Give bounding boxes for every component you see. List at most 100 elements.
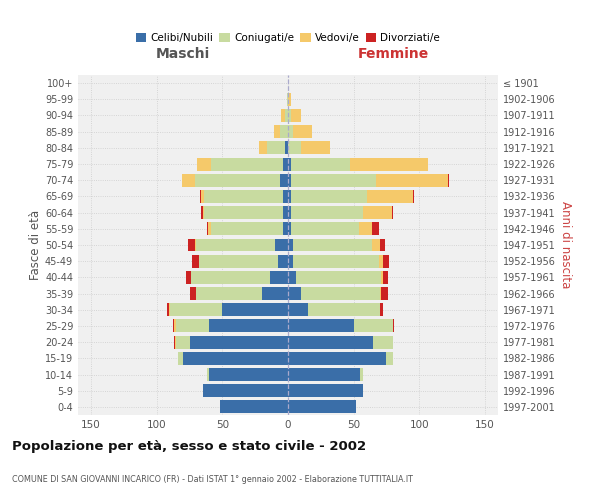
Text: Maschi: Maschi [156, 48, 210, 62]
Bar [267, 142, 286, 154]
Bar [178, 352, 183, 365]
Bar [288, 254, 293, 268]
Bar [359, 222, 372, 235]
Bar [301, 287, 380, 300]
Bar [372, 222, 379, 235]
Bar [274, 125, 280, 138]
Bar [283, 158, 288, 170]
Bar [288, 368, 360, 381]
Bar [290, 174, 376, 186]
Bar [208, 222, 211, 235]
Bar [169, 304, 170, 316]
Bar [350, 158, 428, 170]
Bar [288, 304, 308, 316]
Bar [392, 206, 393, 219]
Bar [393, 320, 394, 332]
Bar [288, 336, 373, 348]
Bar [176, 320, 209, 332]
Bar [287, 93, 288, 106]
Bar [199, 254, 277, 268]
Bar [195, 174, 280, 186]
Bar [288, 174, 290, 186]
Bar [192, 254, 199, 268]
Bar [174, 336, 175, 348]
Bar [191, 271, 269, 284]
Bar [195, 238, 196, 252]
Bar [448, 174, 449, 186]
Bar [363, 206, 392, 219]
Bar [209, 320, 288, 332]
Bar [379, 254, 383, 268]
Bar [262, 287, 288, 300]
Text: Popolazione per età, sesso e stato civile - 2002: Popolazione per età, sesso e stato civil… [12, 440, 366, 453]
Bar [200, 190, 202, 203]
Bar [288, 238, 293, 252]
Bar [293, 238, 372, 252]
Bar [353, 320, 393, 332]
Bar [296, 271, 381, 284]
Bar [220, 400, 288, 413]
Bar [196, 287, 262, 300]
Bar [286, 142, 288, 154]
Bar [206, 222, 208, 235]
Bar [204, 206, 283, 219]
Bar [206, 368, 209, 381]
Y-axis label: Anni di nascita: Anni di nascita [559, 202, 572, 288]
Bar [288, 206, 290, 219]
Bar [182, 174, 195, 186]
Bar [381, 287, 388, 300]
Bar [204, 190, 283, 203]
Bar [173, 320, 174, 332]
Bar [288, 158, 290, 170]
Bar [367, 190, 413, 203]
Bar [288, 93, 290, 106]
Bar [413, 190, 414, 203]
Bar [386, 352, 393, 365]
Bar [380, 304, 383, 316]
Bar [167, 304, 169, 316]
Bar [288, 109, 290, 122]
Bar [280, 174, 288, 186]
Bar [183, 352, 288, 365]
Bar [372, 238, 380, 252]
Bar [174, 320, 176, 332]
Bar [277, 254, 288, 268]
Bar [373, 336, 393, 348]
Bar [286, 109, 288, 122]
Bar [211, 222, 283, 235]
Bar [288, 190, 290, 203]
Bar [301, 142, 330, 154]
Bar [288, 287, 301, 300]
Bar [288, 320, 353, 332]
Bar [223, 304, 288, 316]
Bar [283, 206, 288, 219]
Bar [290, 222, 359, 235]
Bar [211, 158, 283, 170]
Bar [383, 271, 388, 284]
Bar [290, 158, 350, 170]
Bar [190, 336, 288, 348]
Bar [259, 142, 267, 154]
Y-axis label: Fasce di età: Fasce di età [29, 210, 42, 280]
Bar [290, 206, 363, 219]
Bar [202, 190, 204, 203]
Bar [203, 206, 204, 219]
Legend: Celibi/Nubili, Coniugati/e, Vedovi/e, Divorziati/e: Celibi/Nubili, Coniugati/e, Vedovi/e, Di… [131, 29, 445, 48]
Bar [196, 238, 275, 252]
Bar [288, 384, 363, 397]
Bar [290, 109, 301, 122]
Bar [175, 336, 176, 348]
Bar [360, 368, 363, 381]
Bar [288, 352, 386, 365]
Bar [188, 238, 195, 252]
Bar [275, 238, 288, 252]
Bar [288, 125, 293, 138]
Text: Femmine: Femmine [358, 48, 428, 62]
Bar [376, 174, 448, 186]
Bar [288, 142, 301, 154]
Bar [170, 304, 223, 316]
Bar [197, 158, 211, 170]
Bar [281, 109, 286, 122]
Text: COMUNE DI SAN GIOVANNI INCARICO (FR) - Dati ISTAT 1° gennaio 2002 - Elaborazione: COMUNE DI SAN GIOVANNI INCARICO (FR) - D… [12, 476, 413, 484]
Bar [209, 368, 288, 381]
